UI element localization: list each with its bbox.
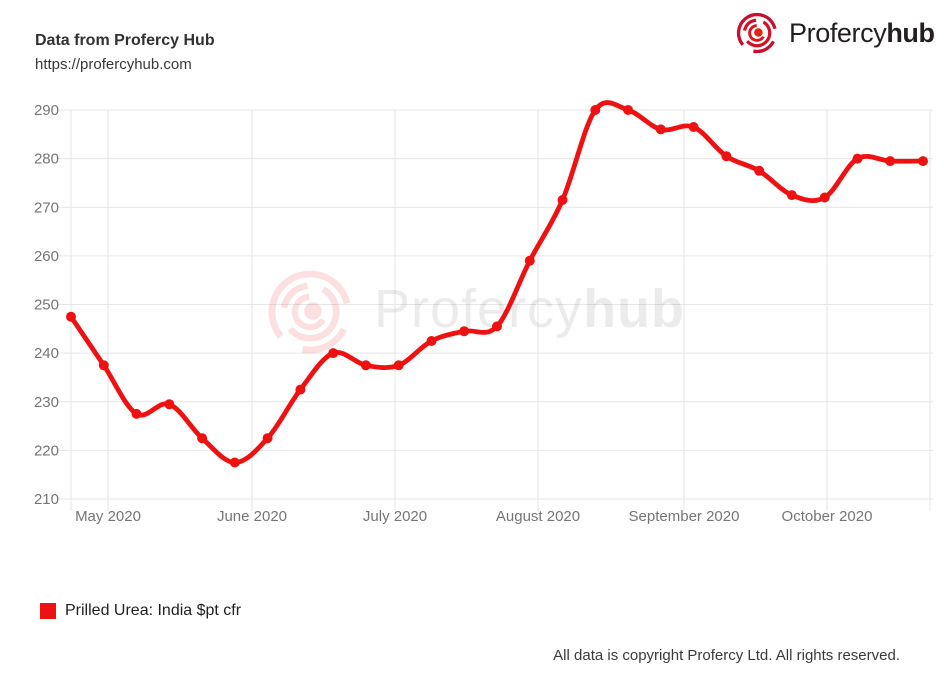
watermark-text: Profercyhub bbox=[374, 279, 685, 339]
copyright-note: All data is copyright Profercy Ltd. All … bbox=[553, 647, 900, 664]
data-point bbox=[754, 165, 765, 176]
data-point bbox=[623, 105, 634, 115]
x-tick-label: October 2020 bbox=[782, 508, 873, 525]
logo-text-name: Profercy bbox=[789, 17, 887, 48]
y-tick-label: 220 bbox=[34, 442, 59, 459]
y-tick-label: 270 bbox=[34, 199, 59, 216]
y-tick-label: 290 bbox=[34, 102, 59, 119]
source-url: https://profercyhub.com bbox=[35, 56, 192, 73]
data-point bbox=[557, 195, 568, 205]
y-tick-label: 260 bbox=[34, 248, 59, 265]
data-point bbox=[229, 457, 240, 468]
data-point bbox=[655, 124, 666, 135]
data-point bbox=[295, 384, 306, 395]
data-points bbox=[66, 105, 928, 468]
x-tick-label: June 2020 bbox=[217, 508, 287, 525]
profercy-logo-icon bbox=[736, 12, 778, 54]
y-tick-label: 250 bbox=[34, 297, 59, 314]
logo-text-suffix: hub bbox=[886, 17, 935, 48]
data-point bbox=[66, 311, 76, 322]
data-point bbox=[786, 190, 797, 201]
legend-label: Prilled Urea: India $pt cfr bbox=[65, 602, 242, 619]
data-point bbox=[262, 433, 273, 444]
logo-text: Profercyhub bbox=[789, 18, 935, 49]
data-point bbox=[98, 360, 109, 371]
data-point bbox=[459, 326, 470, 337]
y-tick-label: 280 bbox=[34, 151, 59, 168]
data-point bbox=[590, 105, 601, 115]
y-tick-label: 230 bbox=[34, 394, 59, 411]
x-tick-label: May 2020 bbox=[75, 508, 141, 525]
data-point bbox=[197, 433, 208, 444]
data-point bbox=[721, 151, 732, 162]
x-tick-label: August 2020 bbox=[496, 508, 580, 525]
data-point bbox=[131, 408, 142, 419]
data-point bbox=[918, 156, 928, 167]
legend: Prilled Urea: India $pt cfr bbox=[40, 602, 241, 620]
legend-swatch bbox=[40, 603, 56, 619]
watermark-swirl-icon bbox=[268, 270, 352, 354]
series-line bbox=[68, 100, 926, 465]
y-tick-label: 240 bbox=[34, 345, 59, 362]
data-point bbox=[852, 153, 863, 164]
data-point bbox=[360, 360, 371, 371]
profercy-logo: Profercyhub bbox=[733, 9, 935, 57]
page-title: Data from Profercy Hub bbox=[35, 32, 215, 49]
data-point bbox=[885, 156, 896, 167]
x-tick-label: July 2020 bbox=[363, 508, 427, 525]
data-point bbox=[426, 336, 437, 346]
data-point bbox=[164, 399, 175, 410]
x-tick-label: September 2020 bbox=[629, 508, 740, 525]
data-point bbox=[524, 255, 535, 266]
data-point bbox=[819, 192, 830, 203]
data-point bbox=[492, 321, 502, 332]
data-point bbox=[393, 360, 404, 371]
gridlines: 210 220 230 240 250 260 270 280 290 May 2020 June … bbox=[34, 102, 933, 525]
watermark: Profercyhub bbox=[268, 270, 685, 354]
price-chart: 210 220 230 240 250 260 270 280 290 May 2020 June … bbox=[34, 100, 933, 525]
data-point bbox=[328, 348, 339, 359]
data-point bbox=[688, 122, 699, 132]
y-tick-label: 210 bbox=[34, 491, 59, 508]
